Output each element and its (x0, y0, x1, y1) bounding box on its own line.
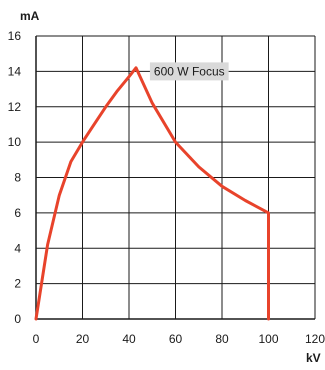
annotation-box (149, 62, 229, 81)
annotation: 600 W Focus (149, 62, 229, 81)
x-tick-label: 100 (258, 332, 278, 346)
y-tick-label: 14 (8, 64, 22, 78)
series-line-0 (34, 66, 270, 321)
y-tick-label: 8 (14, 171, 21, 185)
y-tick-label: 0 (14, 312, 21, 326)
y-tick-label: 2 (14, 277, 21, 291)
x-tick-label: 80 (215, 332, 229, 346)
x-tick-label: 0 (33, 332, 40, 346)
x-tick-label: 20 (76, 332, 90, 346)
y-axis-label: mA (20, 9, 40, 23)
x-axis-label: kV (306, 351, 321, 365)
y-tick-label: 12 (8, 100, 22, 114)
y-tick-label: 10 (8, 135, 22, 149)
y-tick-label: 16 (8, 29, 22, 43)
tick-labels: 0 20 40 60 80 100 120 0 2 4 6 8 10 12 14 16 (8, 29, 325, 346)
x-tick-label: 120 (305, 332, 325, 346)
series-group (34, 66, 270, 321)
y-tick-label: 6 (14, 206, 21, 220)
x-tick-label: 60 (169, 332, 183, 346)
x-tick-label: 40 (122, 332, 136, 346)
y-tick-label: 4 (14, 241, 21, 255)
annotation-text: 600 W Focus (154, 64, 225, 78)
